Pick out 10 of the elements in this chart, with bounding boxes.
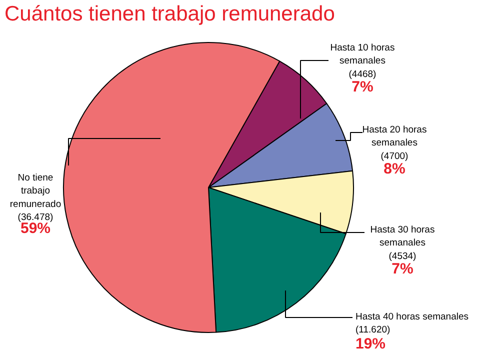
slice-label: Hasta 10 horas semanales (4468) xyxy=(330,42,395,80)
data-label: 7% xyxy=(352,78,374,96)
data-label: 19% xyxy=(356,336,386,353)
slice-label: No tiene trabajo remunerado (36.478) xyxy=(10,172,62,224)
slice-label: Hasta 30 horas semanales (4534) xyxy=(370,224,435,262)
slice-label: Hasta 40 horas semanales (11.620) xyxy=(356,312,469,336)
chart-title: Cuántos tienen trabajo remunerado xyxy=(4,2,335,26)
data-label: 8% xyxy=(384,160,406,178)
slice-label: Hasta 20 horas semanales (4700) xyxy=(362,124,427,162)
data-label: 7% xyxy=(392,260,414,278)
